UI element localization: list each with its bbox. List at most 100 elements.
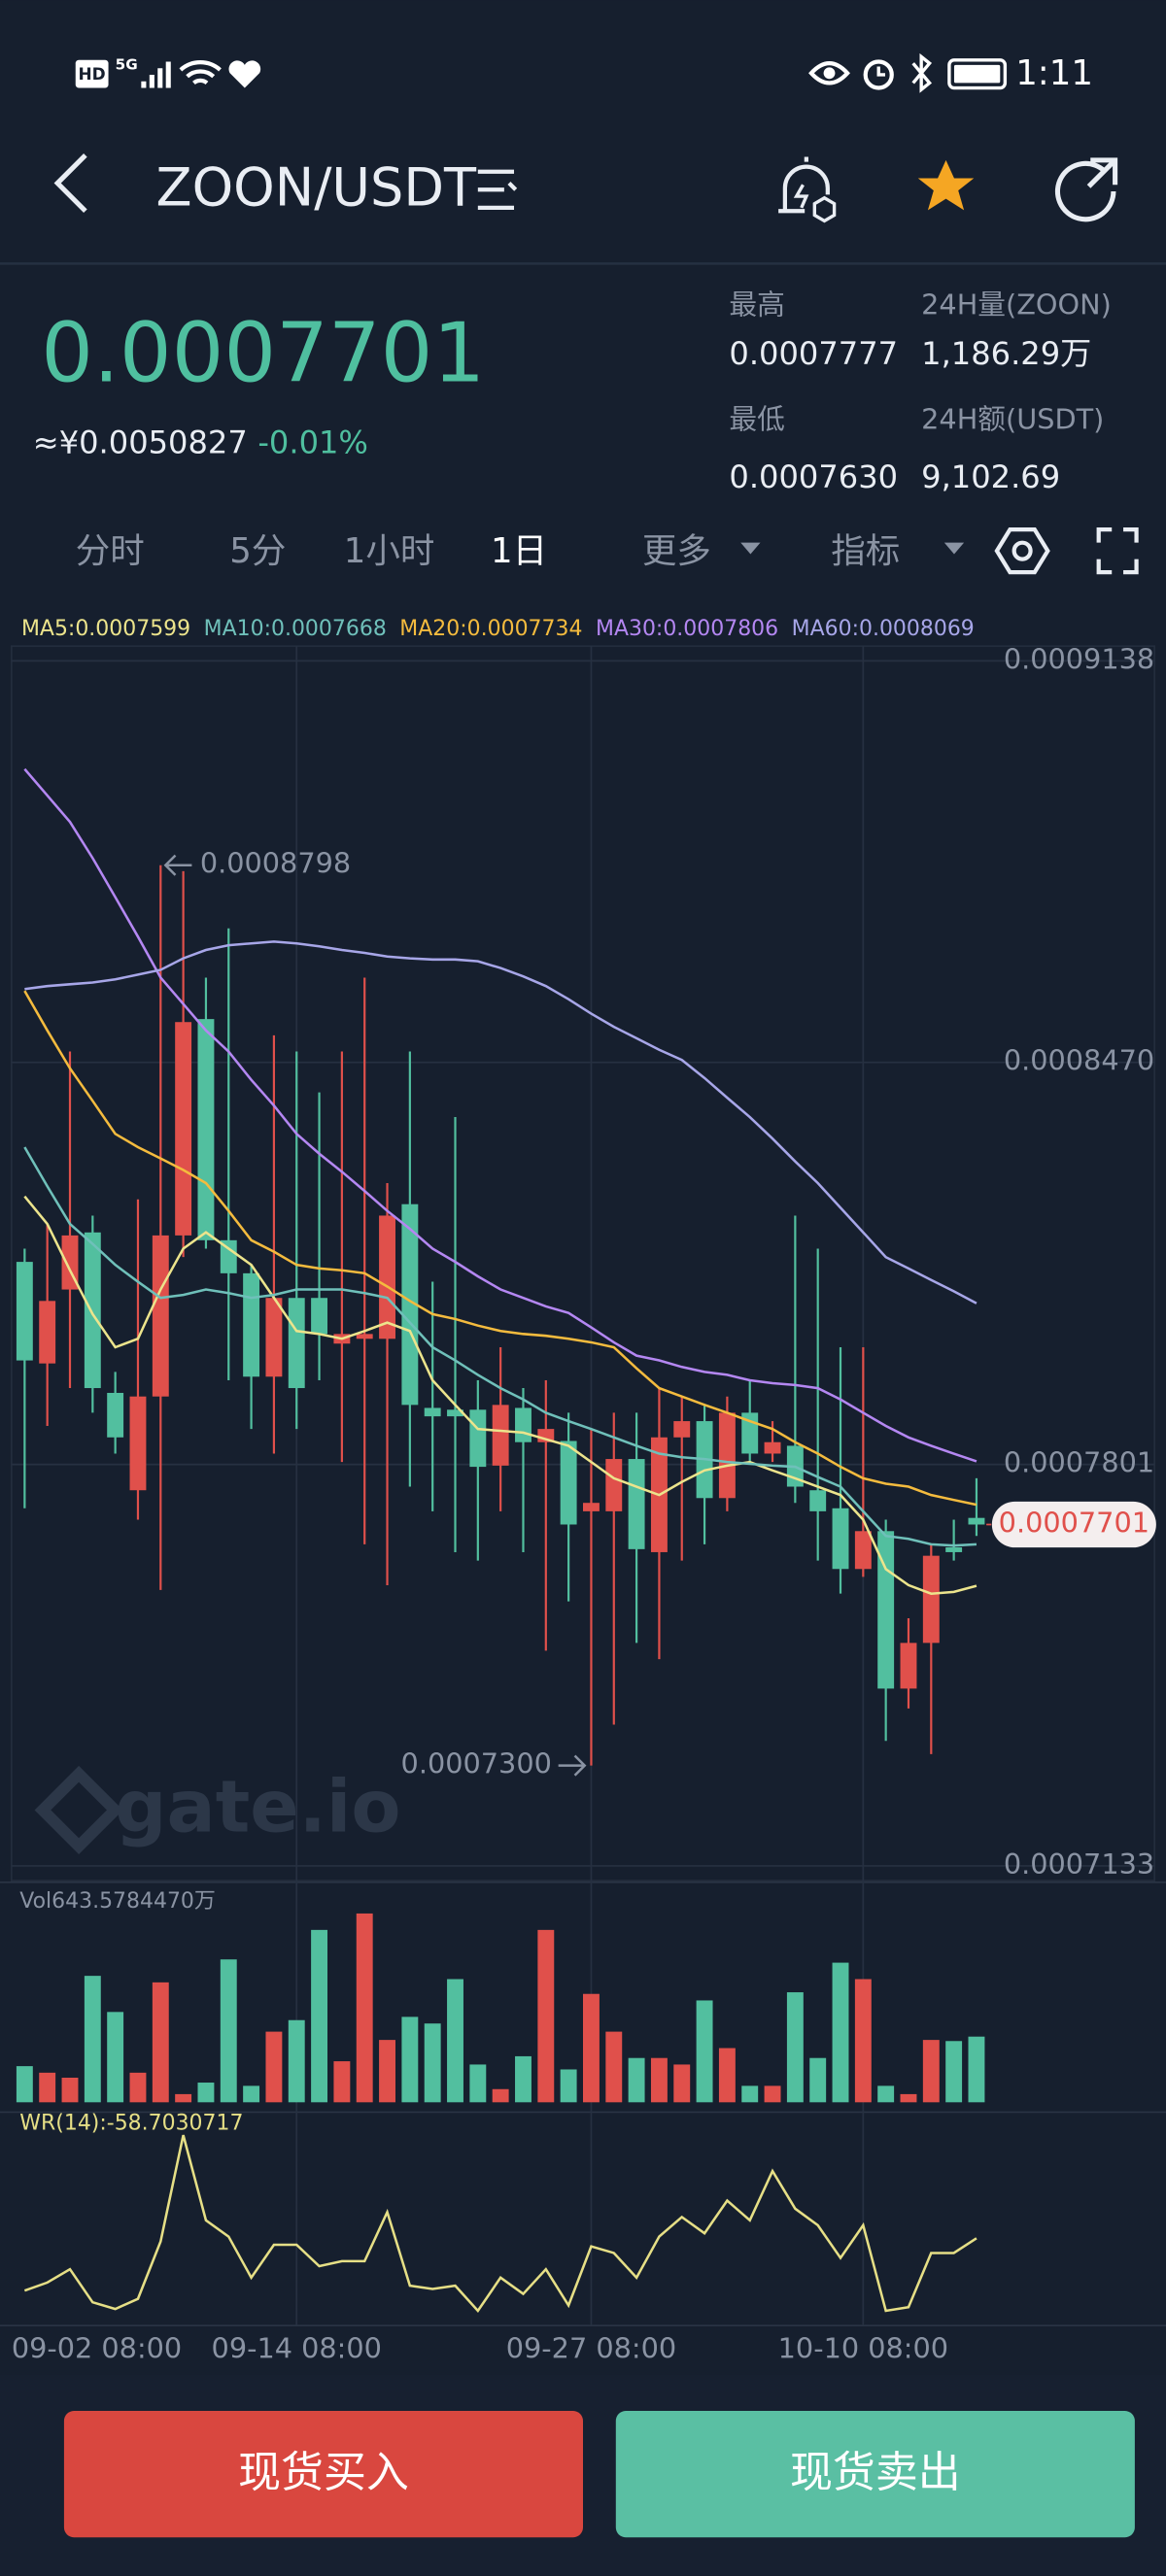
stat-label: 24H额(USDT) <box>921 403 1104 436</box>
alert-icon[interactable] <box>778 156 830 214</box>
volume-bar <box>650 2057 668 2103</box>
volume-bar <box>84 1976 101 2103</box>
dropdown-arrow <box>740 542 761 555</box>
volume-bar <box>401 2017 419 2103</box>
volume-bar <box>832 1962 849 2103</box>
eye-icon <box>823 67 836 80</box>
y-tick-label: 0.0008470 <box>1004 1044 1154 1077</box>
candle-body <box>718 1412 736 1499</box>
alarm-icon <box>876 66 885 77</box>
status-bar: HD 5G 1:11 <box>75 52 1093 93</box>
fullscreen-icon[interactable] <box>1096 527 1139 575</box>
ticker: 0.0007701 ≈¥0.0050827 -0.01% 最高 0.000777… <box>33 288 1112 494</box>
volume-bar <box>583 1993 600 2103</box>
volume-bar <box>922 2040 940 2103</box>
tab[interactable]: 更多 <box>642 531 711 571</box>
candle-body <box>605 1459 623 1511</box>
sell-button[interactable] <box>615 2411 1135 2538</box>
candle-body <box>243 1272 260 1377</box>
share-icon[interactable] <box>1054 157 1118 222</box>
last-price-label: 0.0007701 <box>999 1506 1149 1539</box>
y-tick-label: 0.0007801 <box>1004 1446 1154 1479</box>
network-label: HD <box>79 64 106 84</box>
volume-bar <box>107 2012 124 2103</box>
dropdown-arrow <box>943 542 965 555</box>
favorite-star[interactable] <box>917 159 975 211</box>
legend-entry: MA20:0.0007734 <box>399 617 582 641</box>
candle-body <box>447 1409 463 1417</box>
volume-bar <box>311 1929 328 2103</box>
volume-bar <box>492 2088 509 2103</box>
candle-body <box>560 1441 577 1525</box>
volume-bar <box>877 2085 895 2103</box>
candle-body <box>152 1235 169 1397</box>
candle-body <box>39 1301 56 1364</box>
settings-icon[interactable] <box>994 527 1050 575</box>
candle-body <box>175 1022 192 1236</box>
pair-menu-icon[interactable] <box>477 169 518 210</box>
volume-bar <box>900 2093 917 2103</box>
ma-line <box>24 940 977 1305</box>
volume-bar <box>379 2040 395 2103</box>
header: ZOON/USDT <box>0 153 1166 265</box>
candle-body <box>356 1334 373 1339</box>
candle-body <box>401 1203 419 1406</box>
bluetooth-icon <box>911 52 933 93</box>
stat-label: 24H量(ZOON) <box>921 288 1112 321</box>
alert-icon <box>793 184 809 209</box>
volume-bar <box>265 2031 283 2103</box>
tab-active[interactable]: 1日 <box>491 531 547 571</box>
legend-entry: MA60:0.0008069 <box>792 617 975 641</box>
tab[interactable]: 5分 <box>229 531 286 571</box>
annotation-arrow <box>163 854 192 876</box>
buy-button[interactable] <box>63 2411 584 2538</box>
volume-bar <box>968 2036 985 2103</box>
hd-badge <box>75 59 109 88</box>
volume-bar <box>560 2069 577 2103</box>
last-price: 0.0007701 <box>41 305 485 400</box>
candle-body <box>197 1019 215 1240</box>
volume-bar <box>447 1979 463 2103</box>
volume-bar <box>424 2023 441 2103</box>
volume-bar <box>356 1913 373 2103</box>
wifi-icon <box>179 60 222 85</box>
ma-line <box>23 990 977 1507</box>
pair-title[interactable]: ZOON/USDT <box>156 157 477 219</box>
high-annotation: 0.0008798 <box>200 847 351 880</box>
buy-button-label[interactable]: 现货买入 <box>238 2448 409 2497</box>
change-percent: -0.01% <box>257 424 368 460</box>
volume-bar <box>220 1959 237 2103</box>
stat-label: 最低 <box>729 403 784 436</box>
x-tick-label: 09-02 08:00 <box>12 2332 182 2365</box>
watermark-text: gate.io <box>115 1765 400 1849</box>
ma-line <box>23 1146 977 1547</box>
volume-bar <box>243 2085 260 2103</box>
settings-icon <box>1012 540 1033 561</box>
tab[interactable]: 1小时 <box>344 531 435 571</box>
volume-bar <box>39 2072 56 2103</box>
back-button[interactable] <box>53 153 87 214</box>
volume-bar <box>605 2031 623 2103</box>
legend-entry: MA5:0.0007599 <box>21 617 190 641</box>
wr-label: WR(14):-58.7030717 <box>19 2111 243 2135</box>
candle-body <box>265 1298 283 1377</box>
signal-icon <box>141 61 171 88</box>
battery-icon <box>947 58 1008 90</box>
candle-body <box>900 1643 917 1689</box>
candle-body <box>809 1490 827 1511</box>
last-price-tag <box>991 1501 1156 1548</box>
sell-button-label[interactable]: 现货卖出 <box>790 2448 961 2497</box>
clock: 1:11 <box>1015 53 1093 93</box>
candle-body <box>832 1508 849 1570</box>
watermark: gate.io <box>34 1765 401 1855</box>
x-tick-label: 10-10 08:00 <box>778 2332 948 2365</box>
volume-bar <box>945 2041 963 2103</box>
battery-icon <box>953 64 1001 84</box>
volume-bar <box>537 1929 555 2103</box>
ma-line <box>23 767 977 1463</box>
tab[interactable]: 指标 <box>831 531 900 571</box>
tab[interactable]: 分时 <box>76 531 145 571</box>
